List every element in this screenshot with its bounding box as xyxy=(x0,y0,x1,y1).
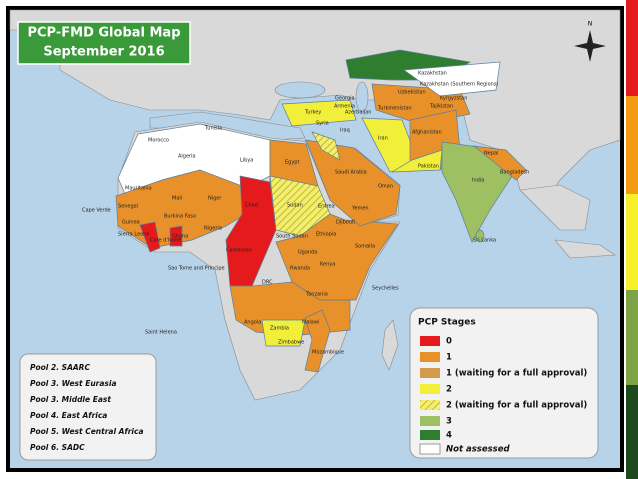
country-label: Uzbekistan xyxy=(398,90,426,96)
legend-label: 4 xyxy=(446,431,452,441)
title-box: PCP-FMD Global Map September 2016 xyxy=(17,21,191,65)
country-label: Malawi xyxy=(302,320,319,326)
country-label: Yemen xyxy=(351,206,369,212)
country-label: Ghana xyxy=(172,234,188,240)
country-label: Seychelles xyxy=(372,286,399,292)
country-label: Iran xyxy=(378,136,388,142)
country-label: Zimbabwe xyxy=(278,340,304,346)
legend-label: 0 xyxy=(446,337,452,347)
countries xyxy=(115,49,527,373)
country-label: Guinea xyxy=(122,220,140,226)
country-label: Nepal xyxy=(484,151,498,157)
country-label: Senegal xyxy=(118,204,138,210)
country-label: Bangladesh xyxy=(500,170,529,176)
country-label: Turkey xyxy=(304,110,321,116)
legend-swatch xyxy=(420,384,440,394)
pool-item: Pool 3. West Eurasia xyxy=(30,379,117,388)
country-label: Somalia xyxy=(355,244,375,250)
country-label: Cameroon xyxy=(226,248,252,254)
legend-label: 2 xyxy=(446,385,452,395)
country-label: Saint Helena xyxy=(145,330,177,336)
country-label: Eritrea xyxy=(318,204,335,210)
country-label: Rwanda xyxy=(290,266,310,272)
country-label: Uganda xyxy=(298,250,317,256)
legend-label: 2 (waiting for a full approval) xyxy=(446,401,587,411)
pool-item: Pool 4. East Africa xyxy=(30,411,107,420)
country-label: Tanzania xyxy=(305,292,328,298)
compass-label: N xyxy=(588,21,593,28)
stripe xyxy=(626,0,638,96)
legend-label: 3 xyxy=(446,417,452,427)
legend-swatch xyxy=(419,443,441,455)
stripe xyxy=(626,194,638,290)
country-label: Kazakhstan (Southern Regions) xyxy=(420,82,498,88)
country-label: Sao Tome and Principe xyxy=(168,266,225,272)
country-label: Kazakhstan xyxy=(418,71,447,77)
country-label: Mali xyxy=(172,196,182,202)
country-label: Tajikistan xyxy=(429,104,453,110)
country-labels: Kazakhstan Kazakhstan (Southern Regions)… xyxy=(82,71,529,356)
country-label: Kyrgyzstan xyxy=(440,96,467,102)
country-label: Morocco xyxy=(148,138,169,144)
country-label: Mozambique xyxy=(312,350,344,356)
legend-swatch xyxy=(420,368,440,378)
country-label: Pakistan xyxy=(418,164,439,170)
country-label: South Sudan xyxy=(276,234,308,240)
country-label: Burkina Faso xyxy=(164,214,196,220)
country-label: Iraq xyxy=(340,128,350,134)
country-label: Turkmenistan xyxy=(377,106,412,112)
country-label: Georgia xyxy=(335,96,355,102)
legend-swatch xyxy=(420,352,440,362)
country-label: Niger xyxy=(208,196,222,202)
legend-title: PCP Stages xyxy=(418,318,476,328)
country-label: Egypt xyxy=(285,160,299,166)
country-label: Libya xyxy=(240,158,253,164)
country-label: Tunisia xyxy=(204,126,222,132)
country-label: Djibouti xyxy=(336,220,355,226)
pools-box: Pool 2. SAARC Pool 3. West Eurasia Pool … xyxy=(19,353,157,461)
pool-item: Pool 3. Middle East xyxy=(30,395,111,404)
legend-label: Not assessed xyxy=(446,445,510,455)
country-label: Zambia xyxy=(270,326,289,332)
country-label: Sierra Leone xyxy=(118,232,149,238)
stripe xyxy=(626,385,638,479)
legend-swatch xyxy=(420,336,440,346)
legend-swatch xyxy=(420,416,440,426)
pool-item: Pool 6. SADC xyxy=(30,443,85,452)
country-label: Ethiopia xyxy=(316,232,336,238)
country-label: Sudan xyxy=(287,203,303,209)
country-label: Afghanistan xyxy=(412,130,442,136)
country-label: Armenia xyxy=(334,104,355,110)
legend-label: 1 (waiting for a full approval) xyxy=(446,369,587,379)
pool-item: Pool 2. SAARC xyxy=(30,363,90,372)
country-label: DRC xyxy=(262,280,273,286)
country-label: Nigeria xyxy=(204,226,222,232)
subtitle: September 2016 xyxy=(43,45,164,60)
country-label: Algeria xyxy=(178,154,196,160)
legend-swatch xyxy=(420,400,440,410)
country-label: Sri Lanka xyxy=(473,238,496,244)
country-label: Mauritania xyxy=(125,186,152,192)
country-label: Saudi Arabia xyxy=(335,170,367,176)
country-label: Azerbaijan xyxy=(345,110,371,116)
stripe xyxy=(626,290,638,385)
pool-item: Pool 5. West Central Africa xyxy=(30,427,144,436)
country-label: Kenya xyxy=(320,262,335,268)
country-label: Cote d'Ivoire xyxy=(150,238,182,244)
country-label: Cape Verde xyxy=(82,208,111,214)
country-label: Chad xyxy=(245,203,258,209)
legend: PCP Stages 0 1 1 (waiting for a full app… xyxy=(409,307,599,459)
stripe xyxy=(626,96,638,194)
legend-label: 1 xyxy=(446,353,452,363)
country-label: Angola xyxy=(244,320,261,326)
country-label: India xyxy=(472,178,484,184)
title: PCP-FMD Global Map xyxy=(27,26,180,41)
legend-swatch xyxy=(420,430,440,440)
country-label: Oman xyxy=(378,184,393,190)
compass: N xyxy=(574,21,606,62)
country-label: Syria xyxy=(316,121,329,127)
